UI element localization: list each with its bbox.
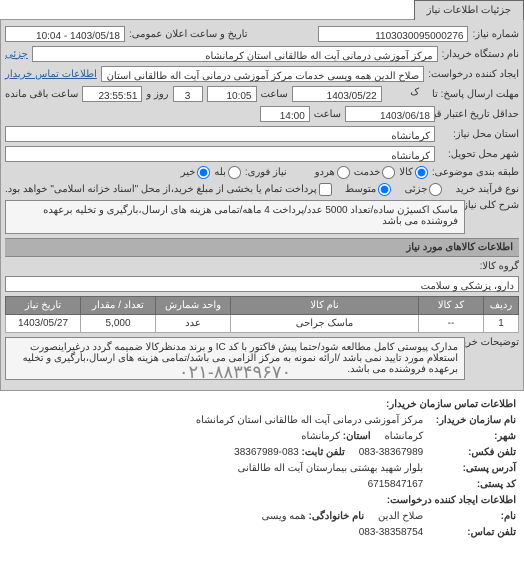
notes-box: مدارک پیوستی کامل مطالعه شود/حتما پیش فا…: [5, 337, 465, 380]
payment-type-label: نوع فرآیند خرید: [456, 184, 519, 195]
contact-phone-label: تلفن ثابت:: [301, 447, 344, 458]
radio-pt-low-label: جزئی: [405, 184, 428, 195]
radio-both-label: هردو: [315, 167, 335, 178]
col-idx: ردیف: [484, 297, 519, 315]
table-row: 1 -- ماسک جراحی عدد 5,000 1403/05/27: [6, 315, 519, 333]
contact-link[interactable]: اطلاعات تماس خریدار: [5, 69, 97, 80]
col-code: کد کالا: [419, 297, 484, 315]
radio-service-label: خدمت: [354, 167, 381, 178]
main-panel: شماره نیاز: 1103030095000276 تاریخ و ساع…: [0, 19, 524, 391]
group-field: دارو، پزشکی و سلامت: [5, 276, 519, 292]
req-no-label: شماره نیاز:: [472, 29, 519, 40]
col-name: نام کالا: [231, 297, 419, 315]
public-date-field: 1403/05/18 - 10:04: [5, 26, 125, 42]
contact-zip-label: کد پستی:: [426, 477, 516, 493]
contact-addr-label: آدرس پستی:: [426, 461, 516, 477]
goods-table: ردیف کد کالا نام کالا واحد شمارش تعداد /…: [5, 296, 519, 333]
desc-label: شرح کلی نیاز:: [469, 200, 519, 234]
radio-no[interactable]: خیر: [181, 166, 211, 179]
min-validity-label: حداقل تاریخ اعتبار قیمت: تا تاریخ:: [439, 109, 519, 120]
radio-both[interactable]: هردو: [315, 166, 350, 179]
contact-block: اطلاعات تماس سازمان خریدار: نام سازمان خ…: [0, 391, 524, 547]
req-no-field: 1103030095000276: [318, 26, 468, 42]
need-province-field: کرمانشاه: [5, 126, 435, 142]
notes-text: مدارک پیوستی کامل مطالعه شود/حتما پیش فا…: [23, 342, 458, 375]
contact-tel-label: تلفن تماس:: [426, 525, 516, 541]
contact-addr: بلوار شهید بهشتی بیمارستان آیت اله طالقا…: [238, 463, 424, 474]
desc-box: ماسک اکسیژن ساده/تعداد 5000 عدد/پرداخت 4…: [5, 200, 465, 234]
radio-service[interactable]: خدمت: [354, 166, 396, 179]
applicant-head: اطلاعات ایجاد کننده درخواست:: [387, 495, 516, 506]
contact-tel: 083-38358754: [359, 527, 424, 538]
contact-province: کرمانشاه: [301, 431, 340, 442]
contact-lname: همه ویسی: [262, 511, 306, 522]
more-link[interactable]: جزئی: [5, 49, 28, 60]
cell-name: ماسک جراحی: [231, 315, 419, 333]
contact-lname-label: نام خانوادگی:: [309, 511, 365, 522]
resp-deadline-time-label: ساعت: [261, 89, 288, 100]
min-validity-time-label: ساعت: [314, 109, 341, 120]
radio-pt-low[interactable]: جزئی: [405, 183, 443, 196]
contact-org-label: نام سازمان خریدار:: [426, 413, 516, 429]
col-date: تاریخ نیاز: [6, 297, 81, 315]
contact-phone: 083-38367989: [234, 447, 299, 458]
payment-desc: پرداخت تمام یا بخشی از مبلغ خرید،از محل …: [5, 184, 317, 195]
radio-yes[interactable]: بله: [214, 166, 240, 179]
contact-fax-label: تلفن فکس:: [426, 445, 516, 461]
min-validity-time: 14:00: [260, 106, 310, 122]
delivery-city-label: شهر محل تحویل:: [439, 149, 519, 160]
applicant-label: ایجاد کننده درخواست:: [428, 69, 519, 80]
packaging-label: طبقه بندی موضوعی:: [432, 167, 519, 178]
radio-goods-label: کالا: [399, 167, 413, 178]
contact-zip: 6715847167: [368, 479, 424, 490]
resp-deadline-label: مهلت ارسال پاسخ: تا: [439, 89, 519, 100]
check-payment-desc[interactable]: پرداخت تمام یا بخشی از مبلغ خرید،از محل …: [5, 183, 332, 196]
radio-goods[interactable]: کالا: [399, 166, 428, 179]
contact-head: اطلاعات تماس سازمان خریدار:: [386, 399, 516, 410]
days-label: روز و: [146, 89, 168, 100]
remaining-suffix: ساعت باقی مانده: [5, 89, 78, 100]
radio-no-label: خیر: [181, 167, 196, 178]
min-validity-date: 1403/06/18: [345, 106, 435, 122]
tab-main[interactable]: جزئیات اطلاعات نیاز: [414, 0, 524, 20]
need-province-label: استان محل نیاز:: [439, 129, 519, 140]
group-label: گروه کالا:: [480, 261, 519, 272]
contact-org: مرکز آموزشی درمانی آیت اله طالقانی استان…: [196, 415, 423, 426]
cell-date: 1403/05/27: [6, 315, 81, 333]
goods-need-label: نیاز فوری:: [245, 167, 287, 178]
goods-section-head: اطلاعات کالاهای مورد نیاز: [5, 238, 519, 257]
contact-city-label: شهر:: [426, 429, 516, 445]
contact-name: صلاح الدین: [378, 511, 423, 522]
resp-deadline-time: 10:05: [207, 86, 257, 102]
radio-pt-mid-label: متوسط: [345, 184, 376, 195]
remaining-time: 23:55:51: [82, 86, 142, 102]
contact-city: کرمانشاه: [385, 431, 424, 442]
tab-bar: جزئیات اطلاعات نیاز: [0, 0, 524, 20]
col-qty: تعداد / مقدار: [81, 297, 156, 315]
contact-name-label: نام:: [426, 509, 516, 525]
org-label: نام دستگاه خریدار:: [442, 49, 519, 60]
cell-unit: عدد: [156, 315, 231, 333]
applicant-field: صلاح الدین همه ویسی خدمات مرکز آموزشی در…: [101, 66, 424, 82]
org-field: مرکز آموزشی درمانی آیت اله طالقانی استان…: [32, 46, 438, 62]
delivery-city-field: کرمانشاه: [5, 146, 435, 162]
notes-label: توضیحات خریدار:: [469, 337, 519, 380]
public-date-label: تاریخ و ساعت اعلان عمومی:: [129, 29, 248, 40]
col-unit: واحد شمارش: [156, 297, 231, 315]
radio-yes-label: بله: [214, 167, 225, 178]
cell-code: --: [419, 315, 484, 333]
remaining-days: 3: [173, 86, 203, 102]
contact-fax: 083-38367989: [359, 447, 424, 458]
radio-pt-mid[interactable]: متوسط: [345, 183, 391, 196]
contact-province-label: استان:: [343, 431, 371, 442]
resp-deadline-date: 1403/05/22: [292, 86, 382, 102]
cell-qty: 5,000: [81, 315, 156, 333]
cell-idx: 1: [484, 315, 519, 333]
